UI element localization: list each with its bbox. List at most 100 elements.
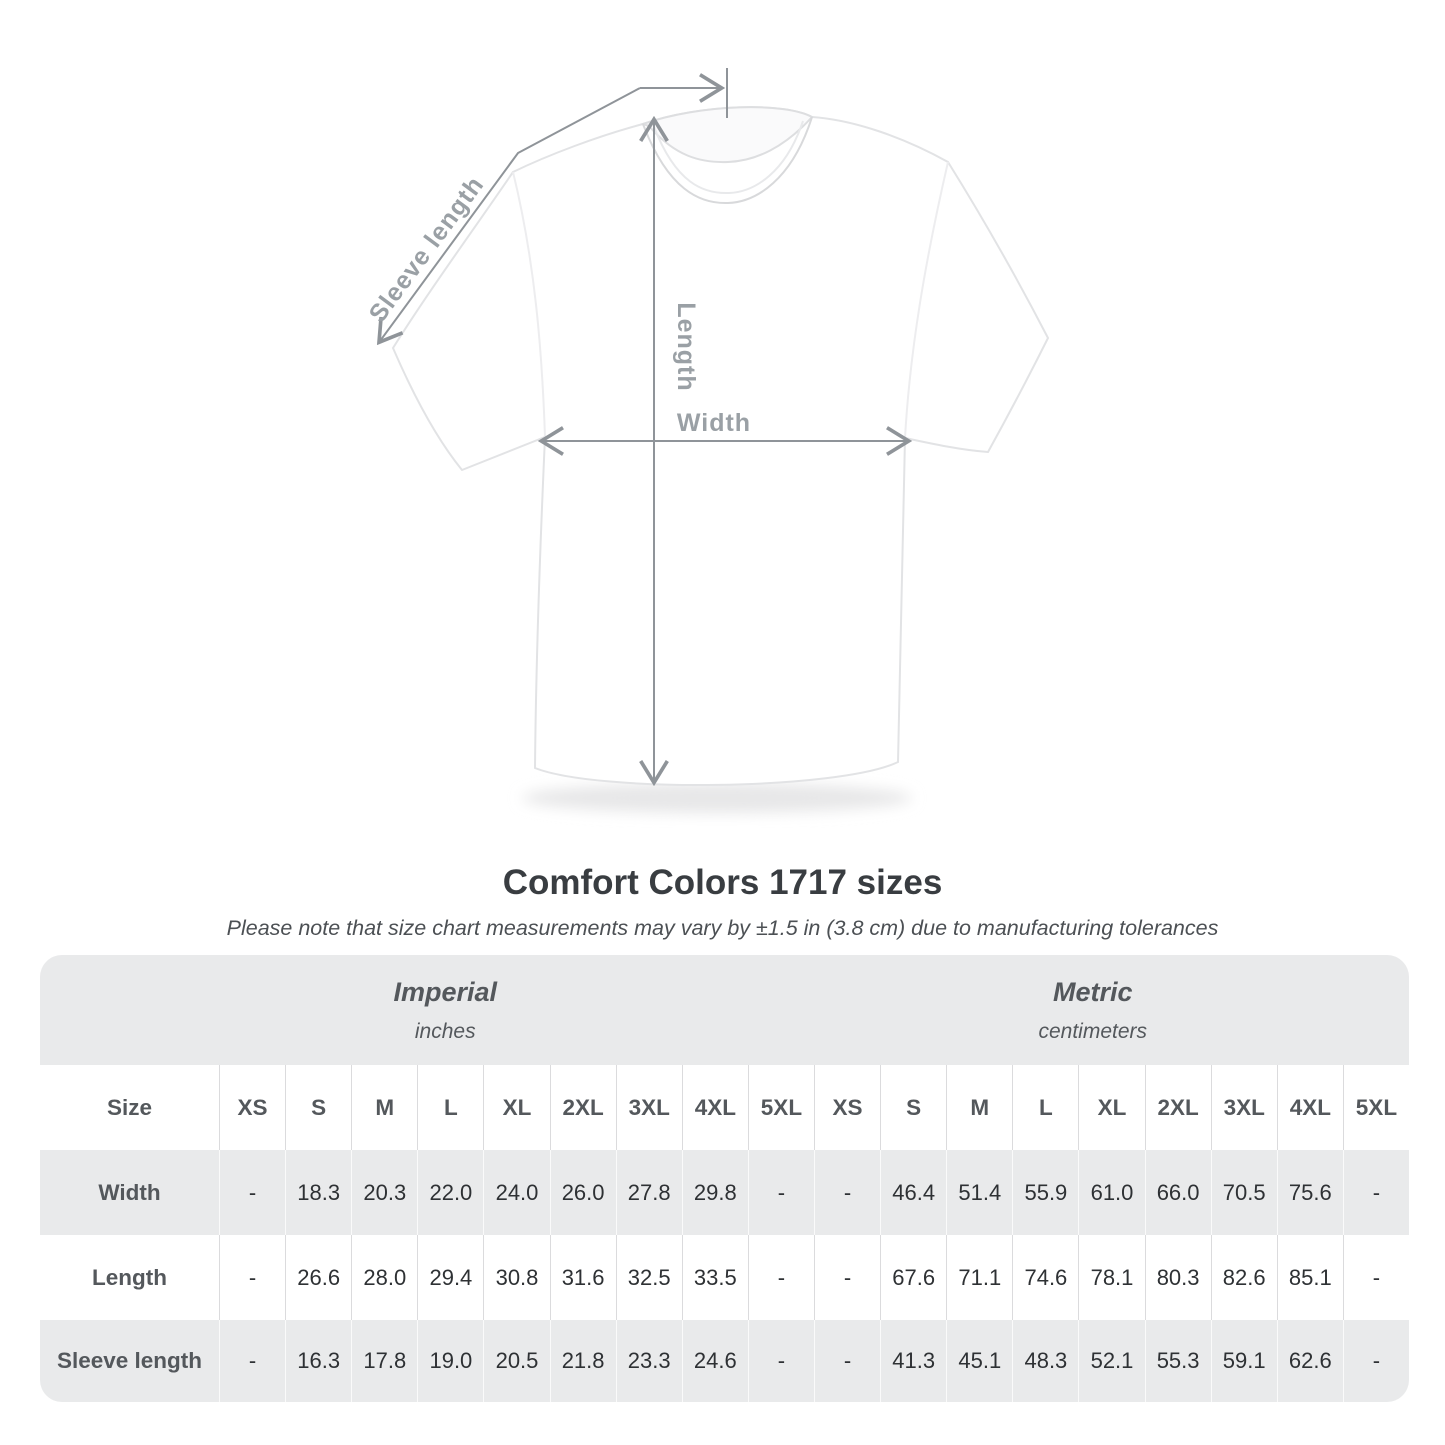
table-cell: - — [219, 1320, 285, 1402]
table-cell: 22.0 — [417, 1150, 483, 1235]
size-header-cell: L — [1012, 1065, 1078, 1150]
table-cell: 28.0 — [351, 1235, 417, 1320]
table-cell: 74.6 — [1012, 1235, 1078, 1320]
size-header-cell: XS — [219, 1065, 285, 1150]
table-cell: 26.0 — [549, 1150, 616, 1235]
table-cell: 59.1 — [1210, 1320, 1277, 1402]
size-header-cell: 2XL — [549, 1065, 616, 1150]
tshirt-measurement-diagram: Sleeve length Length Width — [364, 68, 1050, 813]
table-cell: 71.1 — [946, 1235, 1012, 1320]
metric-label: Metric — [1052, 977, 1133, 1007]
size-header-row: Size XS S M L XL 2XL 3XL 4XL 5XL XS S M L XL 2XL 3XL 4XL… — [40, 1065, 1409, 1150]
table-cell: 16.3 — [285, 1320, 351, 1402]
table-cell: 78.1 — [1078, 1235, 1144, 1320]
table-cell: 32.5 — [615, 1235, 682, 1320]
tshirt-illustration — [391, 106, 1050, 813]
size-header-cell: 5XL — [1342, 1065, 1409, 1150]
table-cell: 80.3 — [1144, 1235, 1211, 1320]
table-cell: 55.3 — [1144, 1320, 1211, 1402]
size-header-cell: 5XL — [747, 1065, 814, 1150]
row-label: Width — [98, 1179, 161, 1205]
table-cell: 26.6 — [285, 1235, 351, 1320]
table-row: Width -18.3 20.3 22.0 24.0 26.0 27.8 29.8- -46.4… — [40, 1150, 1409, 1235]
tolerance-note: Please note that size chart measurements… — [226, 916, 1219, 940]
unit-header-band: Imperial inches Metric centimeters — [40, 955, 1409, 1065]
metric-group-header: Metric centimeters — [1038, 977, 1147, 1044]
length-label: Length — [672, 302, 700, 391]
table-cell: 20.5 — [483, 1320, 549, 1402]
table-cell: 23.3 — [615, 1320, 682, 1402]
table-cell: 51.4 — [946, 1150, 1012, 1235]
table-cell: 18.3 — [285, 1150, 351, 1235]
tshirt-left-sleeve-seam — [512, 171, 546, 438]
table-cell: - — [1342, 1235, 1409, 1320]
table-cell: 29.8 — [681, 1150, 748, 1235]
table-cell: - — [814, 1235, 880, 1320]
size-header-cell: 3XL — [615, 1065, 682, 1150]
size-header-cell: M — [946, 1065, 1012, 1150]
tshirt-body — [391, 106, 1050, 787]
imperial-unit-label: inches — [414, 1020, 476, 1043]
page-title: Comfort Colors 1717 sizes — [502, 863, 943, 902]
table-cell: 17.8 — [351, 1320, 417, 1402]
tshirt-collar-back — [639, 106, 814, 164]
table-cell: - — [747, 1235, 814, 1320]
table-cell: 19.0 — [417, 1320, 483, 1402]
tshirt-shadow — [522, 783, 912, 813]
sleeve-length-arrow — [380, 87, 641, 341]
table-row: Sleeve length -16.3 17.8 19.0 20.5 21.8 23.3 24… — [40, 1320, 1409, 1402]
table-cell: 70.5 — [1210, 1150, 1277, 1235]
table-cell: 75.6 — [1276, 1150, 1343, 1235]
size-header-cell: 4XL — [1276, 1065, 1343, 1150]
table-cell: - — [219, 1235, 285, 1320]
table-cell: - — [1342, 1150, 1409, 1235]
measurement-rows: Width -18.3 20.3 22.0 24.0 26.0 27.8 29.8- -46.4… — [40, 1150, 1409, 1402]
table-cell: 48.3 — [1012, 1320, 1078, 1402]
tshirt-collar-inner — [653, 120, 804, 195]
table-cell: 21.8 — [549, 1320, 616, 1402]
table-cell: 24.0 — [483, 1150, 549, 1235]
table-cell: - — [219, 1150, 285, 1235]
size-column-header: Size — [106, 1094, 153, 1120]
table-cell: 33.5 — [681, 1235, 748, 1320]
size-header-cell: S — [285, 1065, 351, 1150]
table-cell: - — [814, 1320, 880, 1402]
width-label: Width — [677, 409, 751, 437]
table-cell: 82.6 — [1210, 1235, 1277, 1320]
table-cell: 67.6 — [880, 1235, 946, 1320]
table-row: Length -26.6 28.0 29.4 30.8 31.6 32.5 33.5- -67.… — [40, 1235, 1409, 1320]
table-cell: 62.6 — [1276, 1320, 1343, 1402]
row-label: Length — [92, 1264, 167, 1290]
table-cell: 27.8 — [615, 1150, 682, 1235]
size-header-cell: XL — [1078, 1065, 1144, 1150]
table-cell: - — [747, 1320, 814, 1402]
tshirt-right-sleeve-seam — [904, 161, 949, 439]
size-table: Imperial inches Metric centimeters Size … — [40, 955, 1409, 1402]
table-cell: 24.6 — [681, 1320, 748, 1402]
table-cell: 85.1 — [1276, 1235, 1343, 1320]
size-header-cell: 3XL — [1210, 1065, 1277, 1150]
table-cell: 41.3 — [880, 1320, 946, 1402]
table-cell: 52.1 — [1078, 1320, 1144, 1402]
size-header-cell: M — [351, 1065, 417, 1150]
size-header-cell: S — [880, 1065, 946, 1150]
table-cell: 46.4 — [880, 1150, 946, 1235]
table-cell: 45.1 — [946, 1320, 1012, 1402]
size-header-cell: XL — [483, 1065, 549, 1150]
measurement-lines — [380, 68, 907, 781]
size-header-cell: 2XL — [1144, 1065, 1211, 1150]
table-cell: 29.4 — [417, 1235, 483, 1320]
table-cell: 61.0 — [1078, 1150, 1144, 1235]
row-label: Sleeve length — [56, 1348, 203, 1373]
size-header-cell: XS — [814, 1065, 880, 1150]
table-cell: 55.9 — [1012, 1150, 1078, 1235]
table-cell: 20.3 — [351, 1150, 417, 1235]
table-cell: 31.6 — [549, 1235, 616, 1320]
table-cell: - — [1342, 1320, 1409, 1402]
imperial-label: Imperial — [393, 977, 497, 1007]
size-header-cell: L — [417, 1065, 483, 1150]
table-cell: 66.0 — [1144, 1150, 1211, 1235]
imperial-group-header: Imperial inches — [393, 977, 497, 1044]
table-cell: 30.8 — [483, 1235, 549, 1320]
